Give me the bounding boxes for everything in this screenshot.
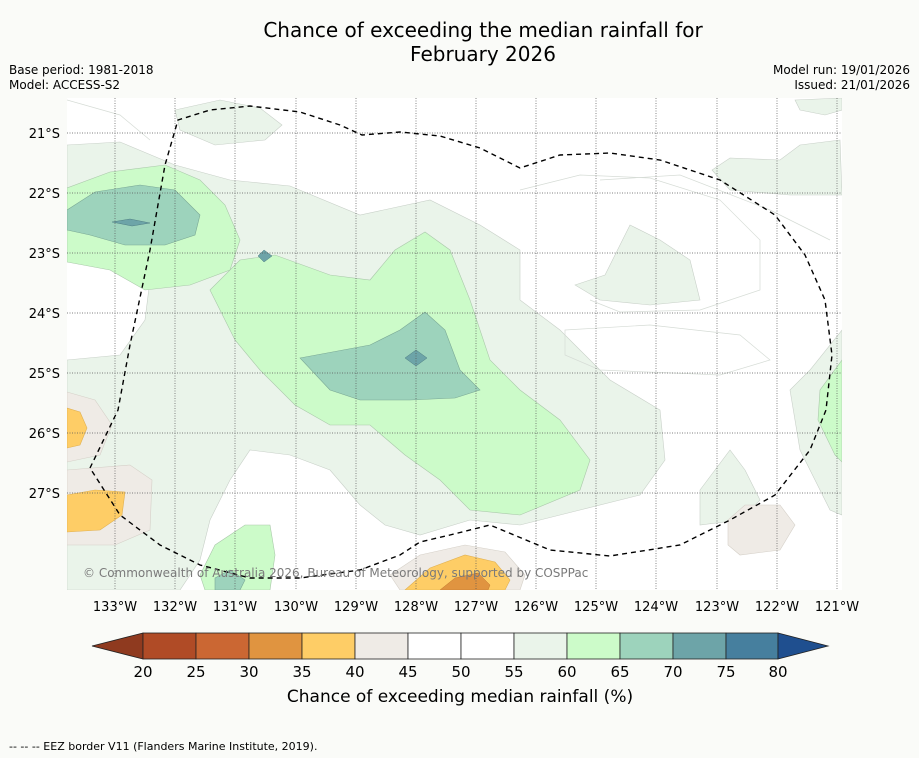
latitude-labels: 21°S 22°S 23°S 24°S 25°S 26°S 27°S [29,127,60,502]
title-line-2: February 2026 [410,42,556,66]
graticule [67,98,842,590]
lat-label: 21°S [29,127,60,142]
lon-label: 129°W [334,600,378,615]
eez-border [89,105,833,579]
contour-lines-50 [67,99,831,376]
lat-label: 23°S [29,247,60,262]
colorbar-ticks: 20 25 30 35 40 45 50 55 60 65 70 75 80 [133,663,787,681]
lon-label: 123°W [695,600,739,615]
colorbar-label: Chance of exceeding median rainfall (%) [287,687,633,707]
colorbar-tick: 40 [345,663,364,681]
title-line-1: Chance of exceeding the median rainfall … [263,18,703,42]
colorbar-segment-35-40 [301,632,356,660]
region-35-west-lower [67,489,126,533]
colorbar-tick: 60 [557,663,576,681]
lon-label: 126°W [514,600,558,615]
model-name: Model: ACCESS-S2 [9,78,121,92]
contour-70-75 [111,218,428,367]
region-65-west [67,184,201,246]
colorbar-tick: 20 [133,663,152,681]
region-55-ne [794,98,842,116]
colorbar-segment-20-25 [142,632,197,660]
lon-label: 130°W [274,600,318,615]
spot-70-west [111,218,151,227]
chart-title: Chance of exceeding the median rainfall … [0,18,919,66]
colorbar-tick: 55 [504,663,523,681]
region-55-central-east [574,224,701,306]
meta-right: Model run: 19/01/2026 Issued: 21/01/2026 [773,63,910,93]
colorbar-tick: 45 [398,663,417,681]
colorbar-segment-45-50 [407,632,462,660]
colorbar-segment-70-75 [672,632,727,660]
colorbar-segment-30-35 [248,632,303,660]
lat-label: 25°S [29,367,60,382]
region-55-east [711,139,842,196]
contour-65-70 [67,184,481,590]
eez-footnote: -- -- -- EEZ border V11 (Flanders Marine… [9,740,318,753]
region-40-se [727,504,796,556]
region-65-central [299,311,481,401]
colorbar-tick: 75 [716,663,735,681]
contour-line-4 [67,99,151,141]
colorbar-tick: 80 [768,663,787,681]
map-area: © Commonwealth of Australia 2026, Bureau… [67,98,842,590]
colorbar-segment-25-30 [195,632,250,660]
lat-label: 24°S [29,307,60,322]
lon-label: 122°W [755,600,799,615]
lon-label: 128°W [394,600,438,615]
lon-label: 131°W [213,600,257,615]
lon-label: 121°W [815,600,859,615]
lat-label: 26°S [29,427,60,442]
meta-left: Base period: 1981-2018 Model: ACCESS-S2 [9,63,154,93]
colorbar-tick: 65 [610,663,629,681]
region-55-upper [174,99,283,146]
colorbar-tick: 25 [186,663,205,681]
lon-label: 133°W [93,600,137,615]
lat-label: 27°S [29,487,60,502]
base-period: Base period: 1981-2018 [9,63,154,77]
region-30-south [439,572,491,590]
lat-label: 22°S [29,187,60,202]
colorbar-tick: 30 [239,663,258,681]
longitude-labels: 133°W 132°W 131°W 130°W 129°W 128°W 127°… [93,600,859,615]
lon-label: 125°W [574,600,618,615]
contour-line-1 [519,174,761,313]
colorbar-segment-40-45 [354,632,409,660]
issued-date: Issued: 21/01/2026 [794,78,910,92]
copyright-text: © Commonwealth of Australia 2026, Bureau… [83,566,588,580]
colorbar-segment-60-65 [566,632,621,660]
lon-label: 127°W [454,600,498,615]
region-35-west-upper [67,407,88,449]
spot-70-small [257,249,273,263]
colorbar-segment-75-80 [725,632,779,660]
colorbar-tick: 70 [663,663,682,681]
contour-line-2 [564,324,771,376]
region-60-south [199,524,276,590]
colorbar-tick: 35 [292,663,311,681]
colorbar [91,632,830,660]
colorbar-tick: 50 [451,663,470,681]
colorbar-segment-55-60 [513,632,568,660]
region-65-south [214,569,246,590]
contour-line-3 [599,174,831,241]
lon-label: 124°W [634,600,678,615]
model-run: Model run: 19/01/2026 [772,63,910,77]
region-60-right [817,359,842,463]
lon-label: 132°W [153,600,197,615]
colorbar-segment-50-55 [460,632,515,660]
colorbar-over-arrow [777,632,830,660]
colorbar-under-arrow [91,632,144,660]
colorbar-segment-65-70 [619,632,674,660]
